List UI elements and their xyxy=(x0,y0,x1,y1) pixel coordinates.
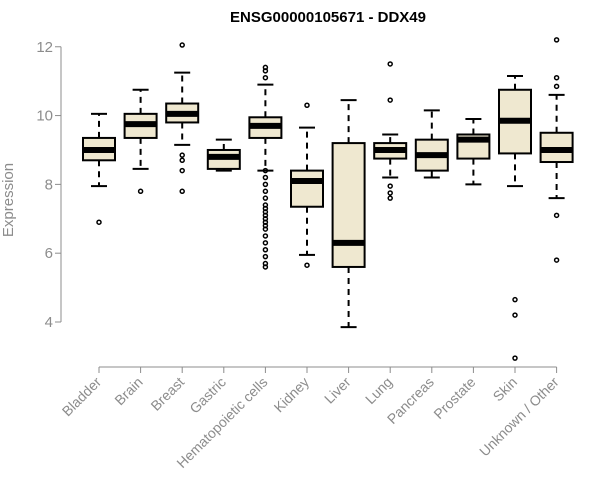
outlier-point xyxy=(553,212,560,219)
x-tick-label: Bladder xyxy=(59,374,105,420)
box-lung xyxy=(373,61,408,201)
iqr-box xyxy=(290,169,324,208)
y-tick-label: 10 xyxy=(36,108,53,125)
outlier-point xyxy=(262,195,269,201)
y-tick-label: 12 xyxy=(36,39,53,56)
outlier-point xyxy=(262,253,269,260)
outlier-point xyxy=(262,233,269,239)
y-axis-label: Expression xyxy=(0,163,17,237)
outlier-point xyxy=(262,174,269,181)
outlier-point xyxy=(553,37,560,43)
outlier-point xyxy=(96,219,102,225)
outlier-point xyxy=(512,296,518,303)
outlier-point xyxy=(179,152,185,158)
box-breast xyxy=(165,42,200,195)
x-tick-label: Lung xyxy=(362,374,395,407)
box-kidney xyxy=(290,102,324,268)
x-tick-label: Kidney xyxy=(271,374,313,416)
outlier-point xyxy=(262,240,269,246)
outlier-point xyxy=(137,188,144,195)
outlier-point xyxy=(179,167,185,174)
outlier-point xyxy=(553,83,560,90)
outlier-point xyxy=(179,42,185,48)
box-pancreas xyxy=(414,109,449,179)
outlier-point xyxy=(387,190,393,196)
box-skin xyxy=(498,75,532,361)
outlier-point xyxy=(553,74,560,81)
outlier-point xyxy=(387,61,393,67)
outlier-point xyxy=(262,74,269,81)
outlier-point xyxy=(262,188,269,195)
box-hematopoietic-cells xyxy=(248,64,283,270)
box-unknown-other xyxy=(539,37,574,263)
outlier-point xyxy=(387,195,393,201)
y-axis: 4 6 8 10 12 xyxy=(36,39,62,331)
x-tick-label: Skin xyxy=(490,374,521,405)
y-tick-label: 8 xyxy=(45,176,53,193)
outlier-point xyxy=(387,183,393,189)
outlier-point xyxy=(179,157,185,164)
outlier-point xyxy=(304,102,310,108)
x-tick-label: Breast xyxy=(147,374,187,414)
outlier-point xyxy=(262,68,269,74)
outlier-point xyxy=(262,167,269,174)
box-group xyxy=(82,37,574,361)
outlier-point xyxy=(179,188,185,195)
outlier-point xyxy=(262,246,269,253)
outlier-point xyxy=(262,264,269,270)
x-tick-label: Unknown / Other xyxy=(476,374,562,460)
outlier-point xyxy=(262,181,269,188)
outlier-point xyxy=(262,226,269,232)
box-prostate xyxy=(456,118,491,186)
box-brain xyxy=(123,88,158,195)
box-liver xyxy=(331,99,366,329)
outlier-point xyxy=(387,97,393,103)
box-gastric xyxy=(206,138,241,172)
iqr-box xyxy=(331,142,366,268)
y-tick-label: 6 xyxy=(45,245,53,262)
y-tick-label: 4 xyxy=(45,314,53,331)
x-tick-label: Prostate xyxy=(430,374,478,422)
outlier-point xyxy=(304,262,310,268)
x-tick-label: Liver xyxy=(321,374,354,407)
outlier-point xyxy=(553,257,560,263)
box-bladder xyxy=(82,112,116,225)
outlier-point xyxy=(512,355,518,361)
chart-title: ENSG00000105671 - DDX49 xyxy=(230,9,426,26)
x-tick-label: Brain xyxy=(111,374,145,408)
outlier-point xyxy=(512,312,518,318)
